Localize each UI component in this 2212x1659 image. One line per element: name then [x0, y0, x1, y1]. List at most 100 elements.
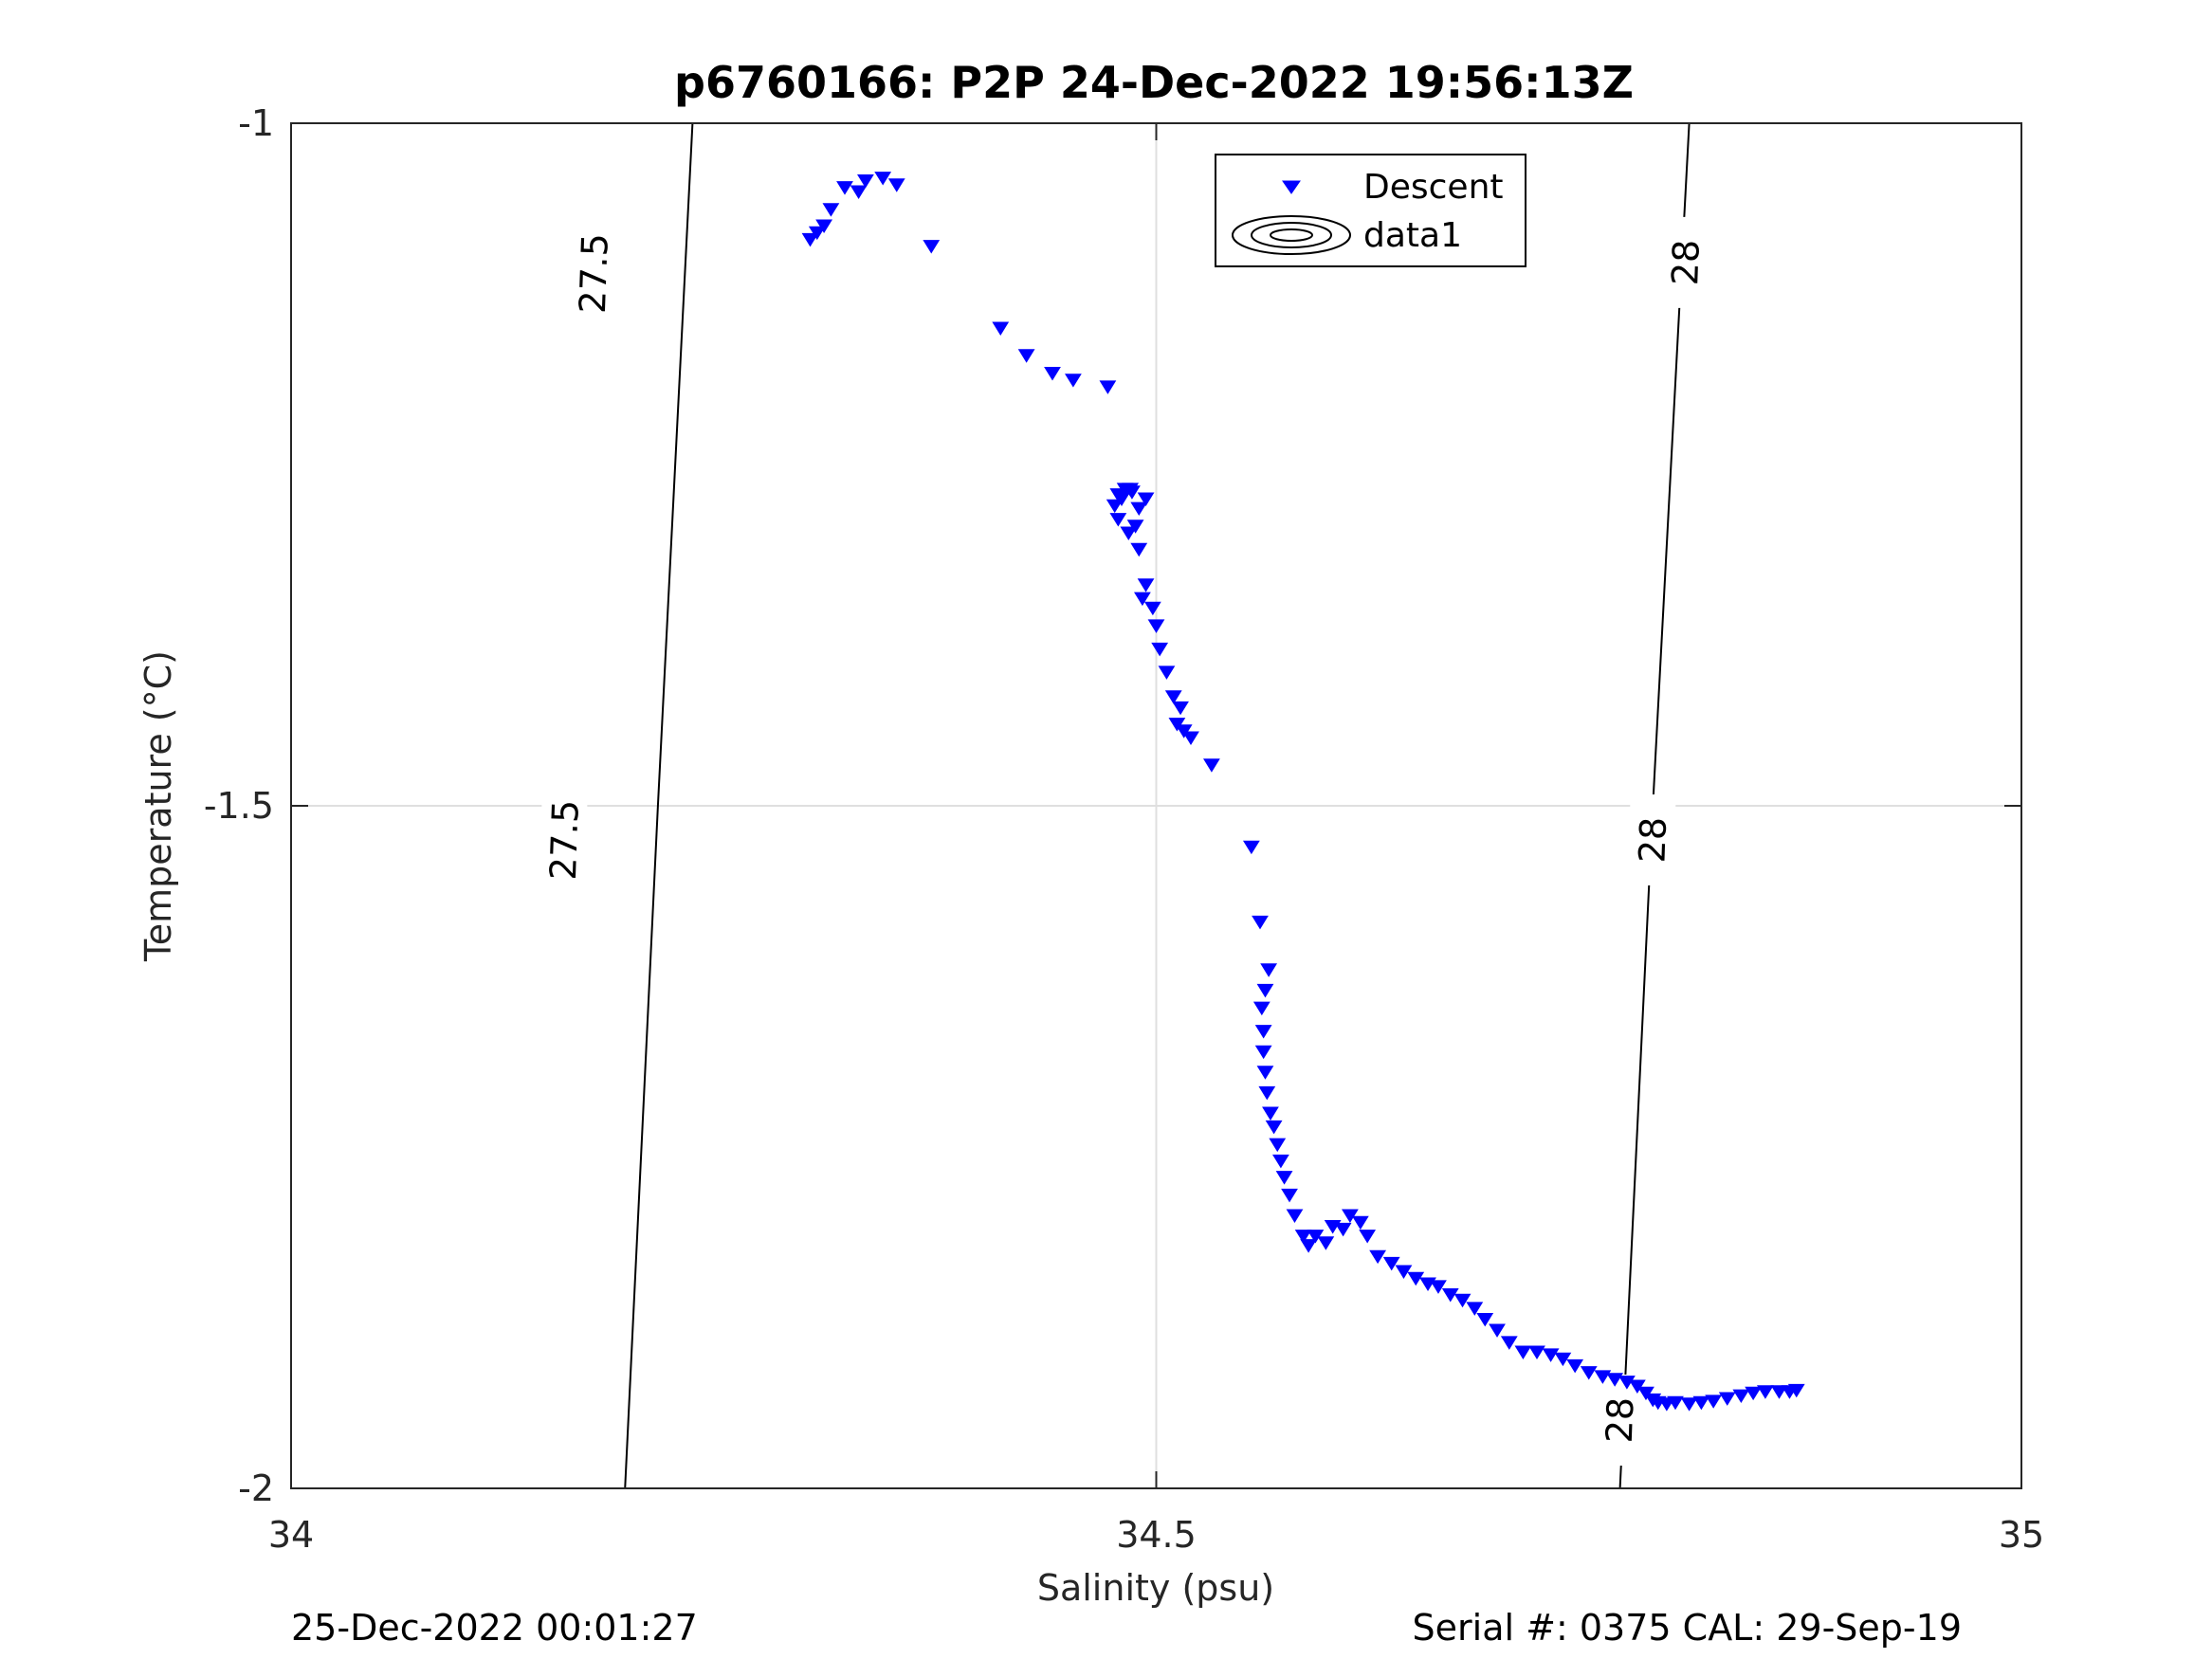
descent-point: [1787, 1383, 1805, 1398]
descent-point: [1256, 983, 1274, 998]
legend-data1-label: data1: [1363, 216, 1462, 255]
descent-point: [1017, 349, 1035, 363]
contour-label: 28: [1599, 1396, 1642, 1444]
descent-point: [1258, 1085, 1276, 1101]
descent-point: [1260, 963, 1278, 977]
descent-point: [1147, 619, 1165, 633]
descent-point: [1407, 1271, 1425, 1286]
descent-point: [1265, 1120, 1283, 1135]
descent-point: [1126, 520, 1144, 534]
descent-point: [1281, 1188, 1298, 1203]
descent-point: [1158, 665, 1176, 680]
descent-point: [1182, 731, 1199, 745]
descent-point: [1254, 1045, 1272, 1060]
descent-point: [1130, 542, 1148, 557]
descent-point: [836, 181, 853, 195]
descent-point: [1143, 601, 1161, 616]
y-tick-label: -1: [238, 102, 274, 144]
contour-label-gap: [1662, 216, 1709, 308]
descent-point: [1606, 1373, 1624, 1387]
contour-label: 27.5: [572, 232, 616, 314]
descent-point: [1757, 1385, 1774, 1399]
legend: Descent data1: [1215, 154, 1526, 267]
descent-point: [1718, 1392, 1736, 1406]
descent-point: [923, 240, 941, 254]
descent-point: [1441, 1288, 1459, 1303]
descent-point: [1351, 1215, 1369, 1231]
descent-point: [1109, 513, 1127, 527]
descent-point: [1099, 380, 1117, 394]
descent-point: [1500, 1336, 1518, 1350]
contour-line: [624, 122, 694, 1489]
descent-point: [1300, 1239, 1317, 1253]
descent-point: [1430, 1280, 1447, 1294]
descent-point: [1637, 1386, 1654, 1401]
descent-point: [1453, 1293, 1472, 1308]
descent-point: [808, 226, 826, 241]
x-tick-label: 35: [1999, 1514, 2044, 1556]
descent-point: [1594, 1370, 1612, 1384]
descent-point: [822, 203, 840, 217]
descent-point: [1692, 1395, 1710, 1411]
descent-point: [1137, 492, 1155, 506]
descent-point: [1745, 1386, 1763, 1401]
chart-title: p6760166: P2P 24-Dec-2022 19:56:13Z: [674, 57, 1634, 108]
descent-point: [1307, 1230, 1325, 1244]
descent-point: [815, 219, 832, 233]
descent-point: [1528, 1345, 1545, 1359]
descent-point: [1317, 1236, 1335, 1250]
descent-point: [1203, 758, 1220, 773]
x-axis-label: Salinity (psu): [1037, 1567, 1274, 1609]
descent-point: [1106, 499, 1124, 514]
descent-point: [887, 178, 905, 192]
descent-point: [1359, 1230, 1377, 1244]
legend-descent-label: Descent: [1363, 168, 1504, 207]
descent-point: [1252, 915, 1269, 930]
descent-point: [850, 185, 868, 199]
descent-point: [1122, 483, 1140, 497]
contour-label: 28: [1631, 816, 1674, 864]
descent-point: [1262, 1106, 1279, 1121]
descent-point: [1175, 724, 1193, 738]
legend-box: [1215, 154, 1526, 267]
descent-point: [1269, 1138, 1287, 1153]
descent-point: [1044, 367, 1061, 381]
descent-point: [1680, 1397, 1698, 1412]
descent-point: [1334, 1222, 1352, 1237]
legend-contour-icon: [1232, 215, 1351, 255]
descent-point: [1254, 1025, 1272, 1039]
y-axis-label: Temperature (°C): [137, 650, 179, 962]
descent-point: [1667, 1395, 1684, 1411]
contour-label: 27.5: [542, 799, 587, 881]
descent-point: [1130, 501, 1148, 517]
descent-point: [1172, 701, 1189, 716]
contour-label: 28: [1664, 239, 1708, 286]
descent-point: [1342, 1209, 1359, 1223]
descent-point: [1252, 1001, 1271, 1016]
footer-serial-cal: Serial #: 0375 CAL: 29-Sep-19: [1413, 1607, 1962, 1649]
descent-point: [1382, 1256, 1400, 1271]
descent-point: [1554, 1352, 1572, 1367]
descent-point: [1489, 1323, 1506, 1338]
contour-label-gap: [541, 794, 588, 885]
descent-point: [874, 172, 892, 186]
descent-point: [1514, 1345, 1532, 1359]
descent-point: [1164, 690, 1182, 704]
descent-point: [1134, 592, 1151, 607]
descent-point: [1272, 1154, 1289, 1169]
descent-point: [1242, 840, 1260, 855]
legend-descent-marker: [1282, 180, 1301, 194]
descent-point: [1628, 1379, 1646, 1394]
descent-point: [1151, 642, 1169, 657]
descent-point: [1294, 1230, 1312, 1244]
descent-point: [1286, 1209, 1304, 1223]
descent-point: [1137, 578, 1155, 592]
descent-point: [1566, 1358, 1584, 1374]
descent-point: [1476, 1312, 1494, 1327]
descent-series: [801, 172, 1805, 1412]
descent-point: [1065, 374, 1082, 388]
descent-point: [1705, 1395, 1723, 1409]
descent-point: [1109, 488, 1127, 502]
y-tick-label: -1.5: [204, 785, 274, 827]
